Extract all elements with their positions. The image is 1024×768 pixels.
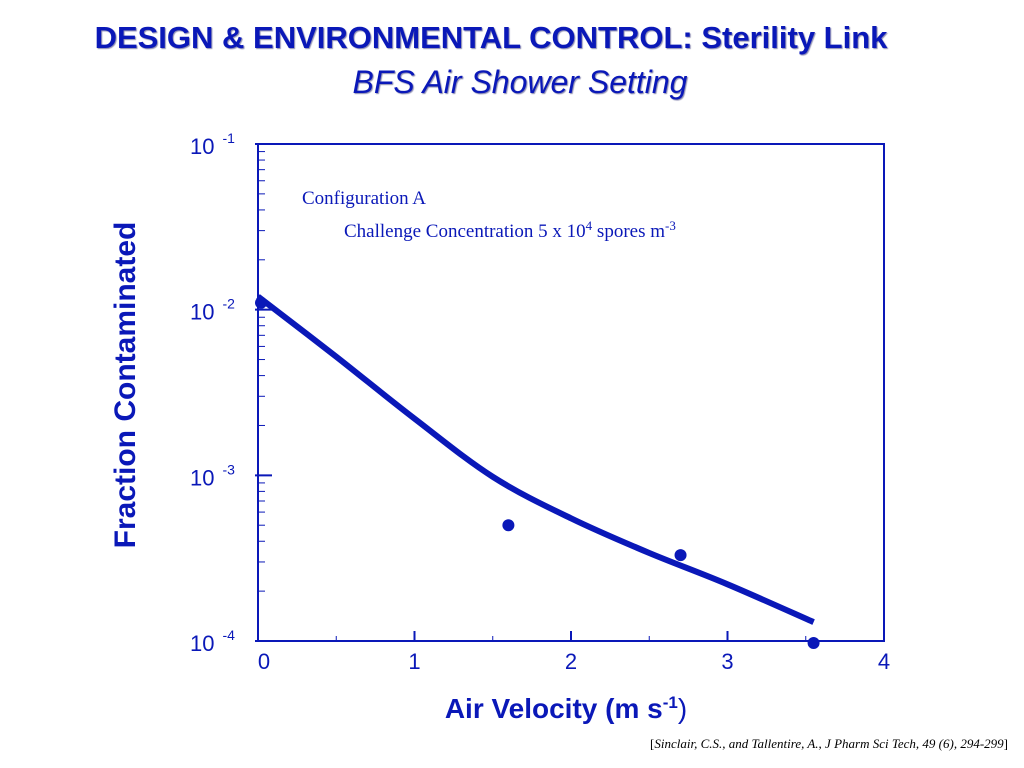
x-tick-label: 2 bbox=[565, 649, 577, 674]
x-tick-label: 1 bbox=[408, 649, 420, 674]
y-tick-label: 10 -2 bbox=[190, 296, 235, 325]
data-point bbox=[502, 519, 515, 532]
y-tick-base: 10 bbox=[190, 300, 214, 325]
annotation-configuration: Configuration A bbox=[302, 188, 426, 209]
citation-text: Sinclair, C.S., and Tallentire, A., J Ph… bbox=[654, 736, 1004, 751]
tick-layer bbox=[255, 143, 885, 642]
y-tick-base: 10 bbox=[190, 631, 214, 656]
citation: [Sinclair, C.S., and Tallentire, A., J P… bbox=[650, 736, 1008, 752]
citation-open-bracket: [ bbox=[650, 736, 655, 751]
x-axis-label: Air Velocity (m s-1) bbox=[445, 693, 687, 724]
x-tick-labels: 0 1 2 3 4 bbox=[258, 649, 890, 674]
annotation-spores-text: spores m bbox=[592, 221, 665, 242]
page-title: DESIGN & ENVIRONMENTAL CONTROL: Sterilit… bbox=[94, 20, 888, 55]
y-tick-exponent: -2 bbox=[222, 296, 235, 312]
y-tick-exponent: -1 bbox=[222, 130, 235, 146]
x-tick-label: 4 bbox=[878, 649, 890, 674]
y-axis-label: Fraction Contaminated bbox=[109, 222, 142, 549]
annotation-exponent-m3: -3 bbox=[665, 218, 676, 233]
y-tick-base: 10 bbox=[190, 134, 214, 159]
data-point bbox=[807, 637, 820, 649]
x-axis-label-text: Air Velocity (m s bbox=[445, 693, 663, 724]
y-tick-label: 10 -3 bbox=[190, 461, 235, 490]
x-tick-label: 3 bbox=[721, 649, 733, 674]
annotation-challenge: Challenge Concentration 5 x 104 spores m… bbox=[344, 218, 676, 242]
data-point bbox=[255, 296, 267, 309]
y-tick-labels: 10 -1 10 -2 10 -3 10 -4 bbox=[190, 130, 235, 656]
annotation-exponent-4: 4 bbox=[586, 218, 593, 233]
y-tick-exponent: -4 bbox=[222, 627, 235, 643]
y-tick-label: 10 -1 bbox=[190, 130, 235, 159]
x-tick-label: 0 bbox=[258, 649, 270, 674]
data-point bbox=[674, 549, 687, 562]
fit-curve bbox=[256, 294, 815, 625]
y-tick-label: 10 -4 bbox=[190, 627, 235, 656]
y-tick-base: 10 bbox=[190, 465, 214, 490]
annotation-challenge-text: Challenge Concentration 5 x 10 bbox=[344, 221, 586, 242]
x-axis-label-close: ) bbox=[678, 693, 687, 724]
plot-frame bbox=[257, 143, 885, 642]
data-points bbox=[255, 296, 820, 649]
page-subtitle: BFS Air Shower Setting bbox=[352, 64, 688, 100]
x-axis-label-exponent: -1 bbox=[663, 693, 678, 712]
citation-close-bracket: ] bbox=[1003, 736, 1008, 751]
y-tick-exponent: -3 bbox=[222, 461, 235, 477]
